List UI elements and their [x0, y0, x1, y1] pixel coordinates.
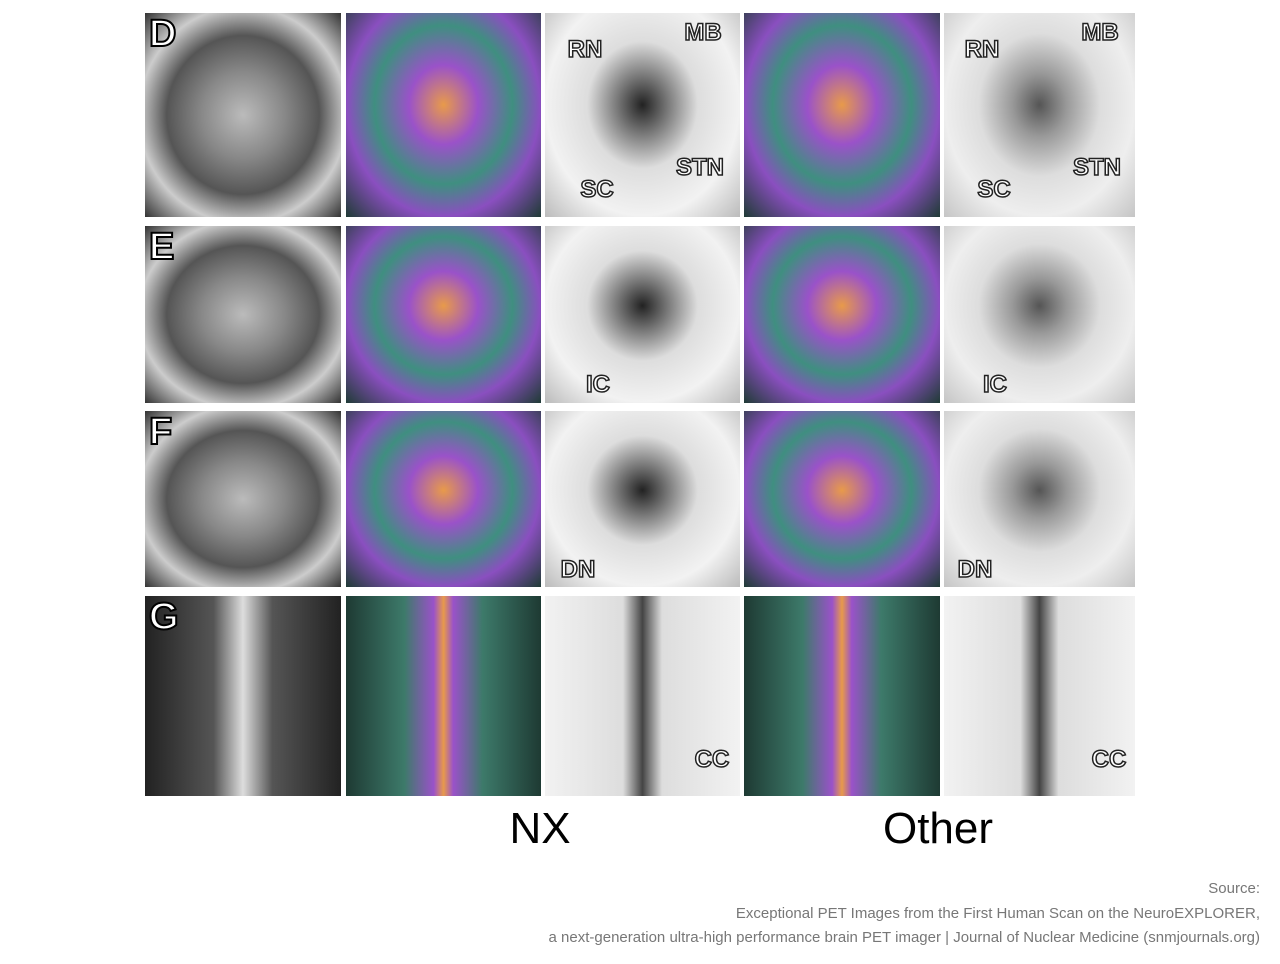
image-panel-f-4	[744, 411, 940, 587]
row-letter: G	[148, 596, 180, 639]
annotation-label: IC	[585, 370, 611, 399]
image-panel-d-1: D	[145, 13, 341, 217]
image-panel-g-4	[744, 596, 940, 796]
annotation-label: STN	[1072, 153, 1122, 182]
image-panel-e-5: IC	[944, 226, 1135, 403]
annotation-label: SC	[977, 175, 1012, 204]
row-letter: F	[148, 411, 173, 454]
image-panel-e-2	[346, 226, 541, 403]
image-panel-e-4	[744, 226, 940, 403]
image-panel-f-1: F	[145, 411, 341, 587]
annotation-label: MB	[684, 18, 723, 47]
image-panel-g-3: CC	[545, 596, 740, 796]
annotation-label: CC	[694, 745, 730, 774]
image-panel-f-3: DN	[545, 411, 740, 587]
annotation-label: DN	[957, 555, 993, 584]
image-panel-d-4	[744, 13, 940, 217]
annotation-label: IC	[982, 370, 1008, 399]
annotation-label: CC	[1091, 745, 1127, 774]
column-label-other: Other	[882, 804, 994, 853]
image-panel-f-5: DN	[944, 411, 1135, 587]
image-panel-g-5: CC	[944, 596, 1135, 796]
row-letter: D	[148, 13, 177, 56]
annotation-label: STN	[675, 153, 725, 182]
annotation-label: MB	[1081, 18, 1120, 47]
source-heading: Source:	[1208, 880, 1260, 897]
source-line-1: Exceptional PET Images from the First Hu…	[735, 905, 1260, 922]
row-letter: E	[148, 226, 175, 269]
annotation-label: SC	[580, 175, 615, 204]
image-panel-d-3: RN MB SC STN	[545, 13, 740, 217]
image-panel-d-2	[346, 13, 541, 217]
source-line-2: a next-generation ultra-high performance…	[548, 929, 1260, 946]
annotation-label: DN	[560, 555, 596, 584]
image-panel-e-1: E	[145, 226, 341, 403]
image-panel-f-2	[346, 411, 541, 587]
column-label-nx: NX	[509, 804, 571, 853]
annotation-label: RN	[964, 35, 1000, 64]
image-panel-e-3: IC	[545, 226, 740, 403]
image-panel-g-2	[346, 596, 541, 796]
image-panel-d-5: RN MB SC STN	[944, 13, 1135, 217]
image-panel-g-1: G	[145, 596, 341, 796]
annotation-label: RN	[567, 35, 603, 64]
